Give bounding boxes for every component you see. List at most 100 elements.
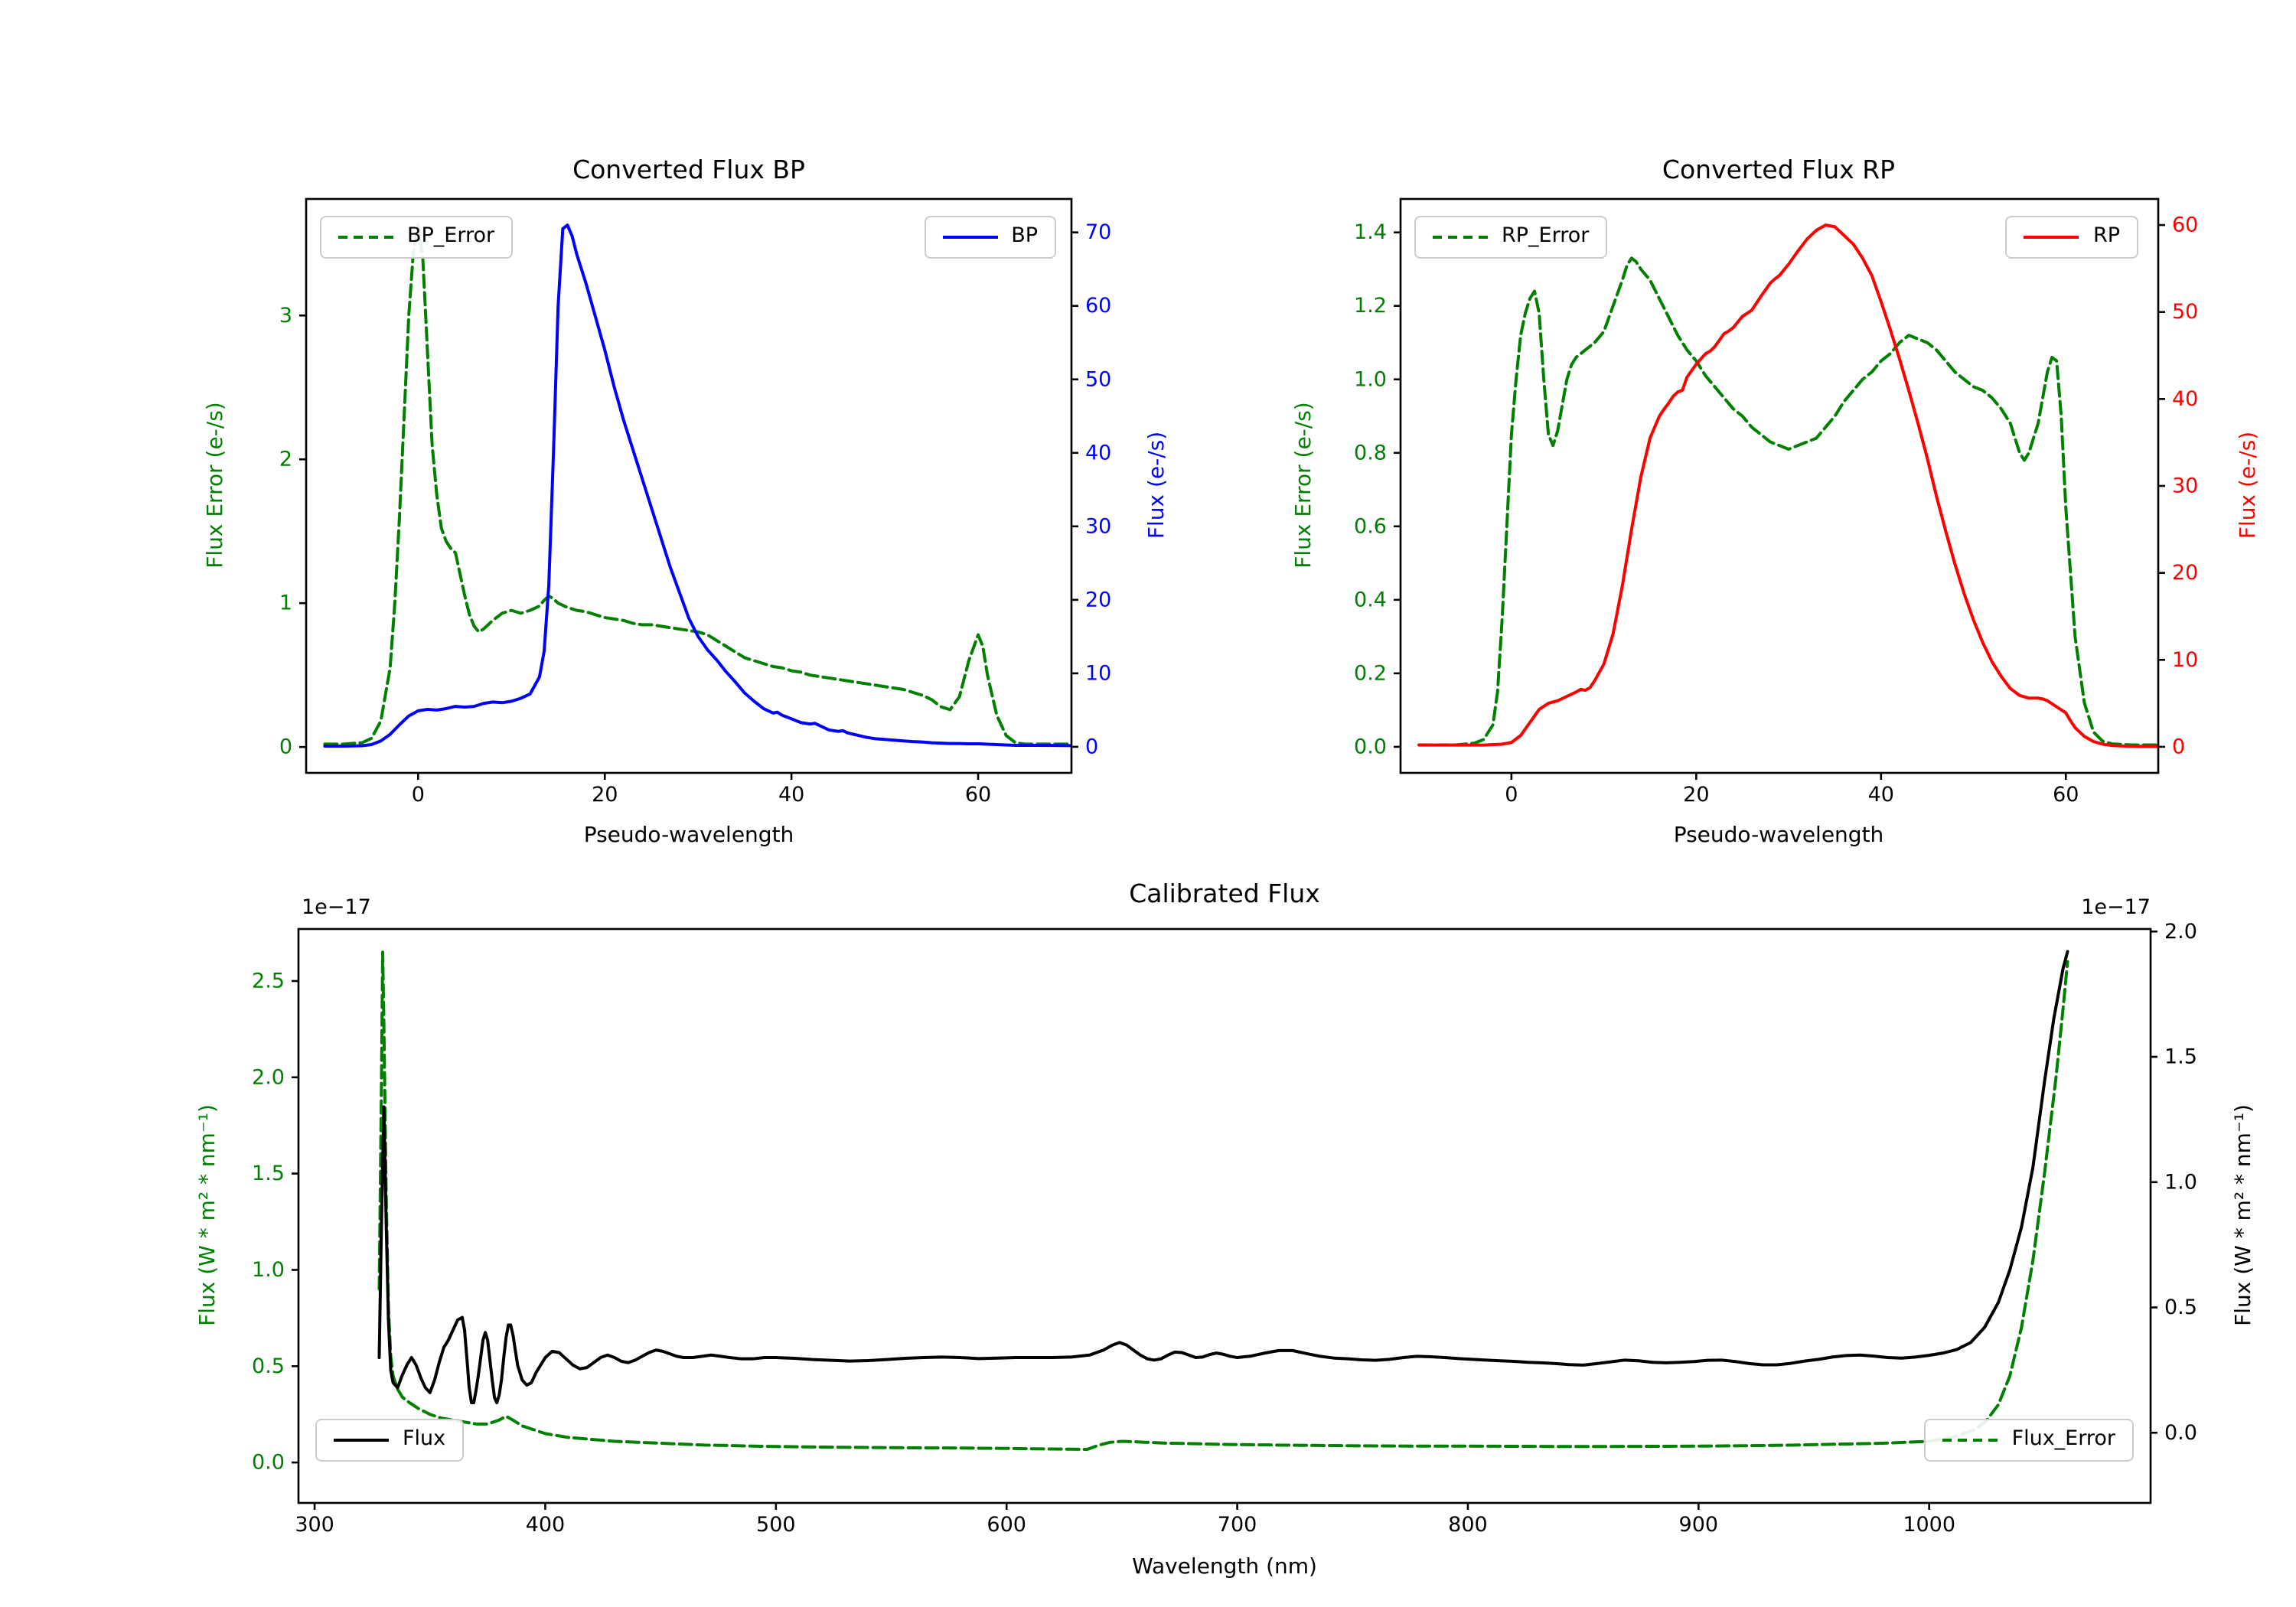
right-y-tick-label: 40 [2172, 387, 2198, 411]
flux-legend: Flux [315, 1419, 465, 1461]
rp-error-legend-label: RP_Error [1502, 223, 1590, 248]
left-y-tick-label: 0 [279, 735, 292, 759]
left-y-tick-label: 0.4 [1354, 588, 1387, 611]
flux-line-sample [334, 1438, 389, 1442]
rp-error-legend: RP_Error [1414, 216, 1608, 258]
left-y-tick-label: 0.2 [1354, 661, 1387, 685]
right-y-tick-label: 70 [1085, 220, 1111, 244]
bp-line-sample [942, 235, 998, 239]
flux-legend-label: Flux [403, 1426, 446, 1451]
x-tick-label: 800 [1448, 1513, 1488, 1537]
flux-error-legend: Flux_Error [1924, 1419, 2134, 1461]
flux-xaxis-label: Wavelength (nm) [1132, 1555, 1317, 1579]
left-y-tick-label: 0.6 [1354, 514, 1387, 538]
left-y-tick-label: 2.5 [252, 969, 285, 993]
rp-right-axis-label: Flux (e-/s) [2236, 431, 2261, 539]
right-y-tick-label: 0 [2172, 735, 2185, 758]
series-line-Flux_Error [377, 950, 2069, 1452]
rp-error-line-sample [1433, 235, 1488, 239]
bp-error-legend-label: BP_Error [407, 223, 495, 248]
left-axis-offset-text: 1e−17 [302, 895, 371, 920]
x-tick-label: 20 [1683, 783, 1709, 807]
rp-chart-title: Converted Flux RP [1662, 155, 1896, 184]
right-y-tick-label: 30 [1085, 514, 1111, 538]
subplot-2: 300 400 500 600 700 800 900 1000 0.0 0.5 1.0 1.5 2.0… [252, 920, 2197, 1537]
right-y-tick-label: 1.5 [2164, 1045, 2197, 1069]
right-y-tick-label: 0.0 [2164, 1421, 2197, 1445]
right-y-tick-label: 20 [1085, 588, 1111, 611]
x-tick-label: 300 [295, 1513, 334, 1537]
bp-left-axis-label: Flux Error (e-/s) [204, 402, 228, 569]
flux-right-axis-label: Flux (W * m² * nm⁻¹) [2232, 1104, 2256, 1326]
bp-error-line-sample [338, 235, 393, 239]
right-y-tick-label: 20 [2172, 561, 2198, 585]
right-y-tick-label: 10 [1085, 661, 1111, 685]
series-line-BP [323, 223, 1071, 748]
x-tick-label: 700 [1218, 1513, 1257, 1537]
right-y-tick-label: 50 [2172, 300, 2198, 324]
x-tick-label: 40 [1868, 783, 1894, 807]
left-y-tick-label: 0.8 [1354, 441, 1387, 464]
left-y-tick-label: 1.0 [252, 1258, 285, 1282]
right-axis-offset-text: 1e−17 [2081, 895, 2151, 920]
left-y-tick-label: 1 [279, 592, 292, 615]
subplot-1: 0 20 40 60 0.0 0.2 0.4 0.6 0.8 1.0 1.2 1.4 0 10 20 30 40… [1354, 197, 2198, 807]
rp-left-axis-label: Flux Error (e-/s) [1292, 402, 1316, 569]
x-tick-label: 500 [756, 1513, 796, 1537]
bp-legend: BP [924, 216, 1056, 258]
x-tick-label: 60 [2053, 783, 2079, 807]
left-y-tick-label: 1.5 [252, 1162, 285, 1185]
right-y-tick-label: 0 [1085, 735, 1098, 758]
right-y-tick-label: 1.0 [2164, 1170, 2197, 1194]
left-y-tick-label: 3 [279, 304, 292, 328]
x-tick-label: 60 [965, 783, 991, 807]
x-tick-label: 40 [778, 783, 804, 807]
right-y-tick-label: 60 [2172, 214, 2198, 237]
flux-error-line-sample [1942, 1438, 1998, 1442]
rp-line-sample [2024, 235, 2079, 239]
axes-frame [305, 197, 1073, 774]
left-y-tick-label: 1.4 [1354, 220, 1387, 244]
rp-legend-label: RP [2092, 223, 2120, 248]
flux-left-axis-label: Flux (W * m² * nm⁻¹) [196, 1104, 220, 1326]
x-tick-label: 0 [412, 783, 425, 807]
right-y-tick-label: 0.5 [2164, 1296, 2197, 1319]
left-y-tick-label: 2.0 [252, 1065, 285, 1089]
left-y-tick-label: 0.0 [252, 1451, 285, 1475]
bp-legend-label: BP [1011, 223, 1038, 248]
series-line-BP_Error [323, 223, 1071, 746]
x-tick-label: 1000 [1903, 1513, 1955, 1537]
right-y-tick-label: 40 [1085, 441, 1111, 464]
right-y-tick-label: 60 [1085, 294, 1111, 318]
bp-xaxis-label: Pseudo-wavelength [583, 823, 794, 848]
right-y-tick-label: 30 [2172, 474, 2198, 498]
x-tick-label: 400 [526, 1513, 566, 1537]
right-y-tick-label: 10 [2172, 648, 2198, 672]
x-tick-label: 900 [1679, 1513, 1719, 1537]
bp-error-legend: BP_Error [320, 216, 514, 258]
series-line-Flux [377, 950, 2069, 1404]
rp-legend: RP [2005, 216, 2138, 258]
bp-chart-title: Converted Flux BP [572, 155, 805, 184]
calibrated-chart-title: Calibrated Flux [1129, 879, 1320, 908]
axes-frame [1399, 197, 2160, 774]
right-y-tick-label: 2.0 [2164, 920, 2197, 944]
x-tick-label: 20 [592, 783, 618, 807]
bp-right-axis-label: Flux (e-/s) [1145, 431, 1169, 539]
flux-error-legend-label: Flux_Error [2011, 1426, 2115, 1451]
left-y-tick-label: 1.0 [1354, 367, 1387, 391]
series-line-RP [1417, 223, 2158, 748]
rp-xaxis-label: Pseudo-wavelength [1673, 823, 1884, 848]
left-y-tick-label: 0.0 [1354, 735, 1387, 758]
x-tick-label: 600 [987, 1513, 1026, 1537]
series-line-RP_Error [1417, 256, 2158, 747]
axes-frame [297, 927, 2152, 1504]
left-y-tick-label: 0.5 [252, 1354, 285, 1378]
x-tick-label: 0 [1505, 783, 1518, 807]
left-y-tick-label: 1.2 [1354, 294, 1387, 318]
right-y-tick-label: 50 [1085, 367, 1111, 391]
left-y-tick-label: 2 [279, 448, 292, 471]
